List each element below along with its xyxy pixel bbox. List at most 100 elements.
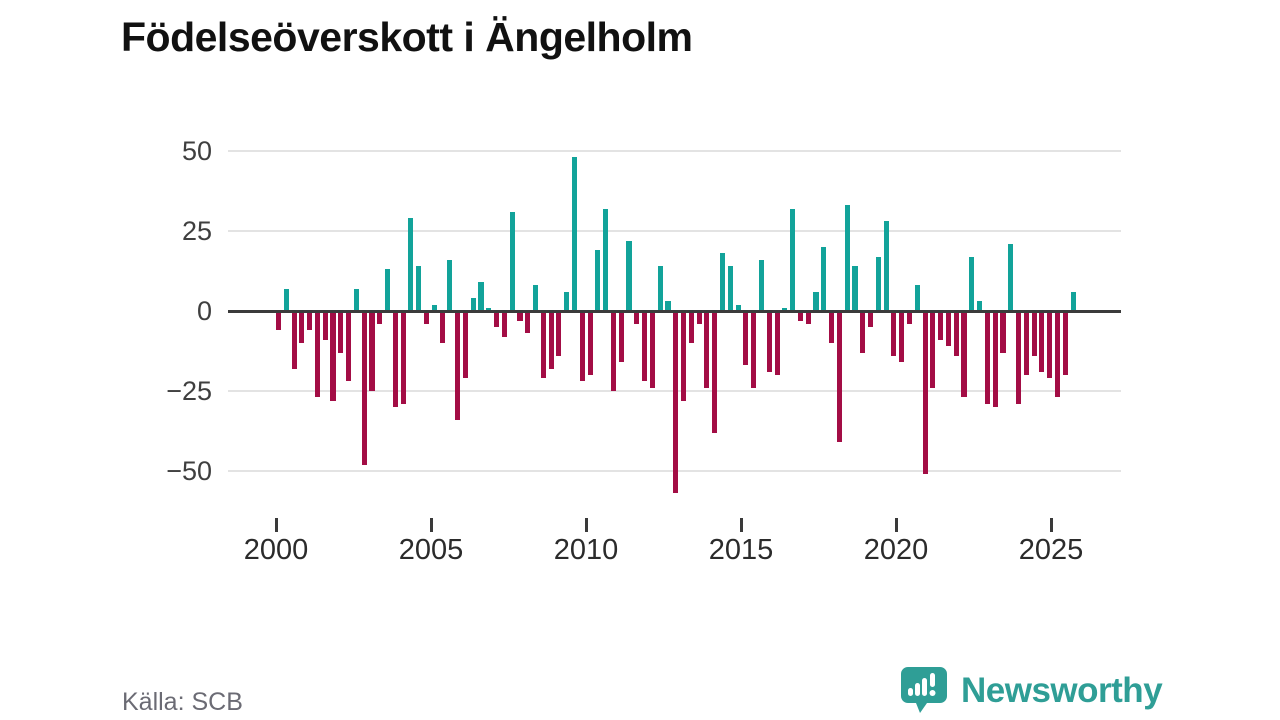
plot-area: 2000 2005 2010 2015 2020 2025 bbox=[228, 140, 1121, 566]
bar-2007-q2 bbox=[501, 311, 507, 337]
bar-2011-q1 bbox=[618, 311, 624, 363]
bar-2009-q1 bbox=[556, 311, 562, 356]
x-axis-label-2020: 2020 bbox=[863, 534, 929, 566]
bar-2016-q1 bbox=[774, 311, 780, 375]
bar-2019-q1 bbox=[867, 311, 874, 327]
source-caption: Källa: SCB bbox=[122, 688, 243, 716]
bar-2015-q2 bbox=[751, 311, 757, 388]
bar-2015-q1 bbox=[743, 311, 749, 366]
bar-2017-q2 bbox=[813, 291, 819, 311]
bar-2013-q4 bbox=[704, 311, 710, 388]
bar-2025-q1 bbox=[1054, 311, 1061, 398]
bar-2006-q4 bbox=[486, 307, 492, 311]
x-tick-mark-2015 bbox=[739, 518, 743, 532]
x-axis-label-2010: 2010 bbox=[553, 534, 619, 566]
bar-2008-q4 bbox=[548, 311, 554, 369]
bar-2009-q2 bbox=[564, 291, 570, 311]
bar-2016-q2 bbox=[782, 307, 788, 311]
bar-2018-q1 bbox=[836, 311, 842, 443]
bar-2022-q3 bbox=[977, 301, 983, 311]
bar-2010-q1 bbox=[587, 311, 593, 375]
bar-2010-q2 bbox=[595, 250, 601, 311]
bar-2012-q2 bbox=[657, 266, 663, 311]
bar-2016-q3 bbox=[790, 208, 796, 311]
chart-title: Födelseöverskott i Ängelholm bbox=[121, 14, 693, 60]
bar-2007-q4 bbox=[517, 311, 523, 321]
bar-2004-q2 bbox=[408, 218, 414, 311]
bar-2002-q1 bbox=[338, 311, 344, 353]
bar-2001-q1 bbox=[307, 311, 313, 331]
bar-2000-q4 bbox=[299, 311, 305, 343]
bar-2001-q4 bbox=[330, 311, 336, 401]
bar-2007-q3 bbox=[509, 211, 515, 311]
bar-2010-q4 bbox=[610, 311, 617, 391]
bar-2002-q4 bbox=[361, 311, 367, 465]
bar-2021-q4 bbox=[953, 311, 959, 356]
zero-axis-line bbox=[228, 309, 1121, 313]
bar-2020-q4 bbox=[922, 311, 928, 475]
x-axis-label-2015: 2015 bbox=[708, 534, 774, 566]
x-tick-mark-2025 bbox=[1049, 518, 1053, 532]
bar-2005-q1 bbox=[431, 304, 437, 311]
bar-2024-q3 bbox=[1039, 311, 1045, 372]
bar-2007-q1 bbox=[494, 311, 500, 327]
newsworthy-bubble-icon bbox=[901, 667, 947, 713]
bar-2021-q3 bbox=[945, 311, 951, 347]
gridline-50 bbox=[228, 150, 1121, 152]
bar-2000-q2 bbox=[283, 288, 289, 311]
bar-2017-q3 bbox=[821, 247, 827, 311]
x-tick-mark-2005 bbox=[429, 518, 433, 532]
bar-2023-q1 bbox=[992, 311, 998, 407]
bar-2006-q3 bbox=[478, 282, 484, 311]
bar-2014-q3 bbox=[727, 266, 733, 311]
bar-2008-q2 bbox=[533, 285, 539, 311]
bar-2019-q3 bbox=[883, 221, 889, 311]
bar-2008-q1 bbox=[525, 311, 531, 334]
bar-2019-q2 bbox=[875, 256, 881, 311]
bar-2014-q2 bbox=[719, 253, 726, 311]
x-axis-label-2025: 2025 bbox=[1018, 534, 1084, 566]
bar-2022-q2 bbox=[969, 256, 975, 311]
bar-2020-q3 bbox=[914, 285, 920, 311]
bar-2015-q4 bbox=[766, 311, 772, 372]
bar-2012-q4 bbox=[673, 311, 679, 494]
bar-2020-q2 bbox=[906, 311, 913, 324]
bar-2012-q1 bbox=[649, 311, 655, 388]
bar-2009-q4 bbox=[579, 311, 585, 382]
bar-2000-q3 bbox=[291, 311, 297, 369]
bar-2000-q1 bbox=[275, 311, 282, 331]
bar-2021-q1 bbox=[930, 311, 936, 388]
newsworthy-wordmark: Newsworthy bbox=[961, 671, 1163, 710]
bar-2004-q1 bbox=[400, 311, 406, 404]
bar-2003-q3 bbox=[385, 269, 391, 311]
bar-2018-q2 bbox=[844, 205, 850, 311]
bar-2004-q3 bbox=[416, 266, 422, 311]
bar-2023-q2 bbox=[1000, 311, 1006, 353]
bar-2015-q3 bbox=[758, 259, 765, 311]
bar-2011-q3 bbox=[634, 311, 640, 324]
bar-2012-q3 bbox=[665, 301, 671, 311]
bar-2018-q4 bbox=[860, 311, 866, 353]
x-tick-mark-2000 bbox=[274, 518, 278, 532]
bar-2022-q1 bbox=[961, 311, 967, 398]
y-axis-label-50: 50 bbox=[181, 136, 212, 166]
bar-2003-q1 bbox=[369, 311, 375, 391]
bar-2001-q2 bbox=[314, 311, 321, 398]
y-axis-label--50: −50 bbox=[166, 456, 212, 486]
x-tick-mark-2020 bbox=[894, 518, 898, 532]
bar-2009-q3 bbox=[571, 157, 578, 311]
bar-2011-q2 bbox=[626, 240, 632, 311]
bar-2025-q2 bbox=[1062, 311, 1068, 375]
bar-2008-q3 bbox=[540, 311, 546, 379]
bar-2023-q4 bbox=[1015, 311, 1022, 404]
bar-2017-q4 bbox=[829, 311, 835, 343]
bar-2013-q3 bbox=[696, 311, 702, 324]
bar-2005-q2 bbox=[439, 311, 445, 343]
bar-2021-q2 bbox=[938, 311, 944, 340]
newsworthy-logo: Newsworthy bbox=[899, 665, 1163, 715]
bar-2001-q3 bbox=[322, 311, 328, 340]
y-axis-label-0: 0 bbox=[196, 296, 212, 326]
bar-2014-q1 bbox=[712, 311, 718, 433]
gridline-25 bbox=[228, 230, 1121, 232]
bar-2025-q3 bbox=[1070, 291, 1076, 311]
